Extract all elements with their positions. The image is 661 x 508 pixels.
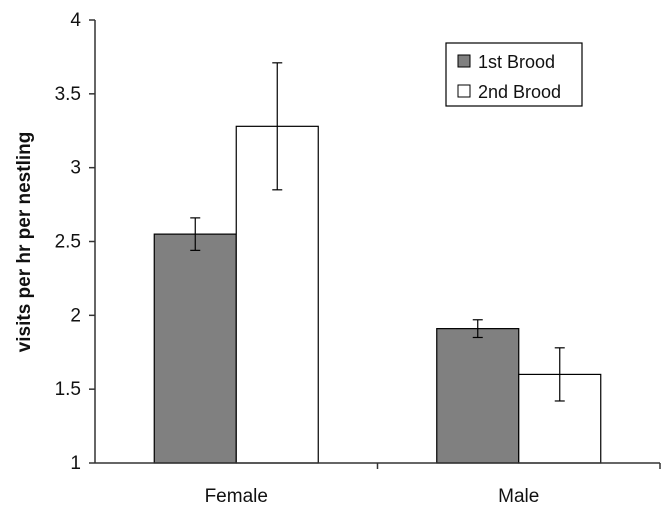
legend-label-1st-brood: 1st Brood — [478, 52, 555, 72]
bars-layer — [153, 125, 602, 464]
bar-1st-brood-male — [436, 328, 520, 464]
error-bars-layer — [190, 62, 565, 402]
y-tick-label-3: 2.5 — [55, 232, 81, 253]
y-tick-label-4: 3 — [70, 158, 81, 179]
x-category-label-0: Female — [205, 486, 268, 507]
legend-swatch-1st-brood — [457, 54, 471, 68]
y-tick-label-0: 1 — [70, 453, 81, 474]
error-bar-1st-brood-female — [190, 217, 201, 251]
error-bar-2nd-brood-female — [272, 62, 283, 191]
legend-label-2nd-brood: 2nd Brood — [478, 82, 561, 102]
bar-1st-brood-female — [153, 233, 237, 464]
y-tick-label-5: 3.5 — [55, 84, 81, 105]
x-category-label-1: Male — [498, 486, 539, 507]
legend-swatch-2nd-brood — [457, 84, 471, 98]
y-axis-label: visits per hr per nestling — [14, 132, 35, 353]
y-tick-label-1: 1.5 — [55, 379, 81, 400]
y-tick-label-6: 4 — [70, 10, 81, 31]
error-bar-2nd-brood-male — [554, 347, 565, 402]
legend: 1st Brood 2nd Brood — [445, 42, 583, 107]
category-labels-layer: Female Male — [205, 463, 661, 507]
error-bar-1st-brood-male — [472, 319, 483, 339]
y-tick-label-2: 2 — [70, 305, 81, 326]
y-ticks-layer: 1 1.5 2 2.5 3 3.5 4 — [55, 10, 95, 474]
